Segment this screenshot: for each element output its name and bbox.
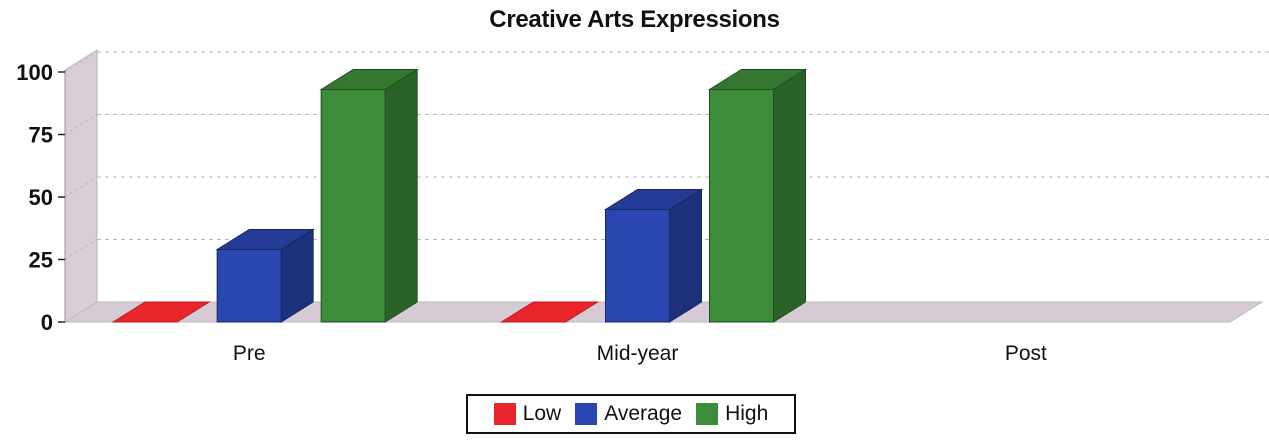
x-tick-label: Mid-year (597, 342, 679, 365)
y-tick-label: 0 (41, 310, 53, 335)
label-layer: 0 25 50 75 100 Pre Mid-year Post (16, 60, 1047, 365)
bar-side-face (384, 68, 418, 323)
y-tick-label: 100 (16, 60, 53, 85)
bar-side-face (773, 68, 806, 323)
bar-front-face (709, 89, 774, 323)
chart-title: Creative Arts Expressions (489, 6, 780, 33)
gridline-diagonal (64, 114, 98, 135)
bar-side-face (669, 188, 702, 323)
y-tick-label: 25 (29, 248, 53, 273)
y-tick-label: 50 (29, 185, 53, 210)
bar-front-face (216, 249, 282, 323)
bar-high-mid-year (707, 68, 808, 323)
bar-front-face (605, 209, 670, 323)
legend-item-average: Average (575, 402, 682, 426)
legend-swatch (696, 403, 719, 425)
legend-label: Low (522, 402, 562, 425)
legend-item-low: Low (493, 402, 562, 426)
bar-low-pre (111, 301, 211, 323)
gridline-diagonal (64, 51, 98, 73)
bar-top-face (111, 301, 211, 323)
gridline-diagonal (64, 176, 98, 198)
x-tick-label: Pre (233, 342, 266, 365)
legend-label: Average (604, 402, 683, 425)
bar-top-face (499, 301, 600, 323)
bar-average-mid-year (603, 188, 704, 323)
bar-low-mid-year (499, 301, 600, 323)
gridline-diagonal (64, 239, 98, 260)
bar-layer (111, 68, 808, 323)
legend-item-high: High (696, 402, 768, 426)
side-wall (64, 49, 98, 323)
axis-layer (58, 70, 66, 323)
x-tick-label: Post (1005, 342, 1047, 365)
bar-high-pre (319, 68, 419, 323)
legend: Low Average High (466, 394, 796, 434)
legend-swatch (575, 403, 598, 425)
legend-label: High (725, 402, 769, 425)
bar-front-face (320, 89, 386, 323)
bar-average-pre (215, 228, 315, 323)
y-tick-label: 75 (29, 123, 53, 148)
legend-swatch (493, 403, 516, 425)
